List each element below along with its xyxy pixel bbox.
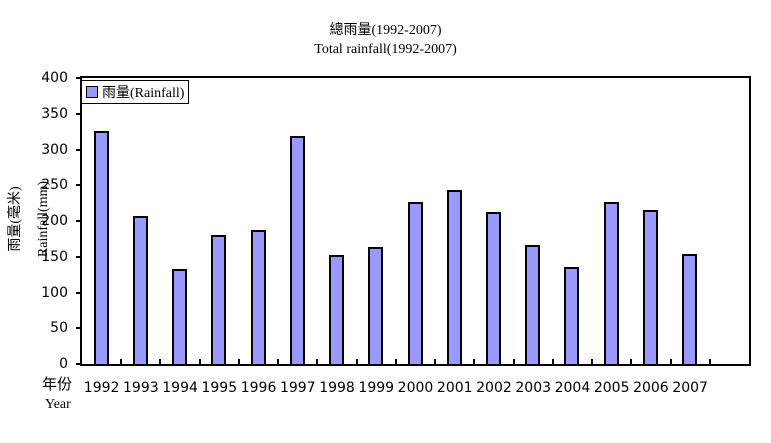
bar-2006 — [642, 210, 658, 364]
bar-1992 — [93, 130, 109, 364]
x-tick-label: 1992 — [83, 380, 120, 396]
x-tick-label: 2003 — [515, 380, 552, 396]
bar-2004 — [564, 267, 580, 364]
bar-1996 — [250, 230, 266, 364]
y-tick — [76, 77, 82, 79]
x-tick — [473, 359, 476, 364]
x-tick — [316, 359, 319, 364]
bar-2005 — [603, 202, 619, 364]
x-tick — [159, 359, 162, 364]
y-tick-label: 400 — [41, 70, 68, 86]
bar-1998 — [329, 255, 345, 364]
bar-2000 — [407, 202, 423, 364]
x-tick-label: 2007 — [672, 380, 708, 396]
y-tick — [76, 148, 82, 151]
y-tick — [76, 255, 82, 258]
x-tick-label: 2006 — [633, 380, 669, 396]
y-tick-label: 200 — [41, 213, 68, 229]
x-tick — [512, 359, 515, 364]
chart-title: 總雨量(1992-2007) — [329, 23, 442, 38]
y-tick-label: 150 — [41, 248, 68, 265]
legend-label: 雨量(Rainfall) — [102, 86, 185, 101]
x-tick-label: 1993 — [123, 380, 159, 396]
y-tick-label: 50 — [50, 320, 68, 337]
x-tick-label: 2004 — [554, 380, 591, 396]
bars-container — [76, 77, 749, 365]
x-tick-label: 1998 — [319, 380, 355, 396]
bar-2003 — [525, 245, 541, 364]
x-tick — [708, 359, 711, 364]
x-tick-label: 1997 — [279, 380, 316, 396]
x-tick — [394, 359, 397, 364]
y-tick-label: 100 — [41, 284, 68, 301]
bar-1999 — [368, 246, 384, 364]
bar-2002 — [485, 211, 501, 364]
x-tick — [591, 359, 594, 364]
x-tick — [355, 359, 358, 364]
x-tick — [630, 359, 633, 364]
y-tick — [76, 220, 82, 222]
bar-1993 — [132, 216, 148, 364]
x-axis-title-en: Year — [45, 397, 71, 412]
y-tick — [76, 327, 82, 330]
x-tick-label: 1995 — [201, 380, 238, 396]
x-tick-label: 2001 — [436, 380, 473, 396]
y-tick — [76, 363, 82, 365]
x-axis-title-zh: 年份 — [42, 377, 73, 393]
x-tick-label: 2005 — [593, 380, 630, 396]
y-tick — [76, 291, 82, 294]
x-tick — [669, 359, 672, 364]
x-tick — [277, 359, 280, 364]
bar-2001 — [446, 190, 462, 364]
legend-swatch — [86, 86, 98, 98]
x-tick-label: 2002 — [476, 380, 512, 396]
y-tick-label: 250 — [41, 177, 68, 194]
y-tick-label: 300 — [41, 141, 68, 158]
x-tick-label: 1994 — [162, 380, 198, 396]
bar-1994 — [172, 268, 188, 364]
x-tick — [237, 359, 240, 364]
bar-1995 — [211, 235, 227, 364]
bar-1997 — [289, 135, 305, 364]
plot-area — [76, 76, 751, 366]
y-tick — [76, 112, 82, 115]
x-tick — [120, 359, 123, 364]
chart-subtitle: Total rainfall(1992-2007) — [314, 42, 457, 57]
y-tick-label: 0 — [59, 356, 68, 372]
x-tick-label: 1996 — [240, 380, 277, 396]
x-tick-label: 2000 — [397, 380, 434, 396]
y-axis-title-zh: 雨量(毫米) — [8, 186, 23, 252]
y-tick-label: 350 — [41, 105, 68, 122]
y-tick — [76, 184, 82, 187]
x-tick — [198, 359, 201, 364]
x-tick-label: 1999 — [358, 380, 395, 396]
x-tick — [551, 359, 554, 364]
bar-2007 — [682, 253, 698, 364]
legend: 雨量(Rainfall) — [81, 80, 190, 104]
x-tick — [434, 359, 437, 364]
